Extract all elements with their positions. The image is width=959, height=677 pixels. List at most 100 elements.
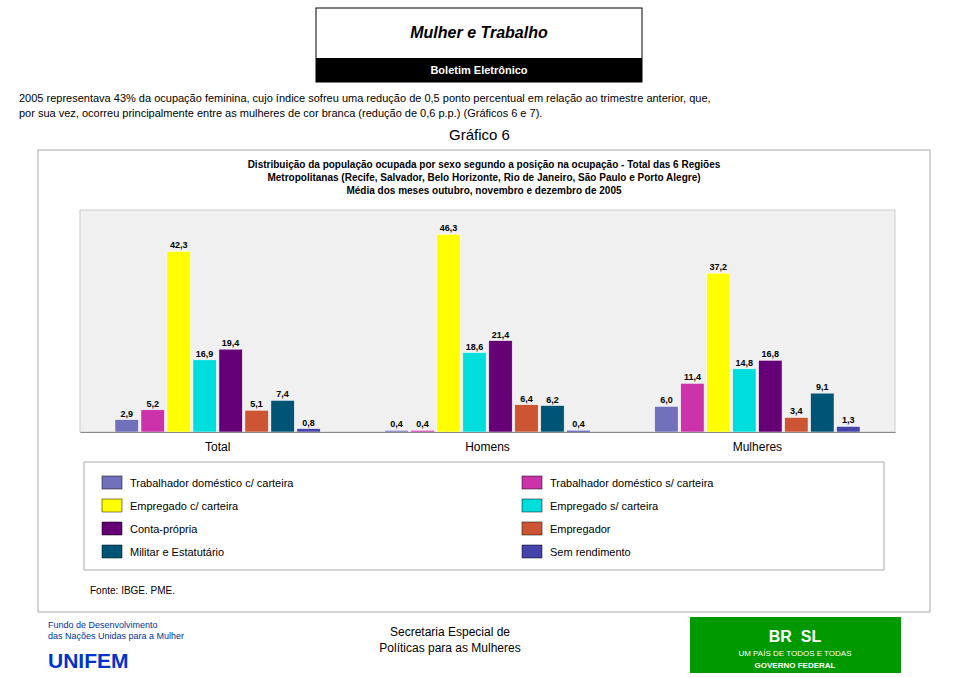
legend-swatch xyxy=(102,545,122,558)
bar xyxy=(655,406,678,432)
footer-logo-text: GOVERNO FEDERAL xyxy=(755,661,836,670)
bar xyxy=(837,426,860,432)
chart-subtitle: Média dos meses outubro, novembro e deze… xyxy=(346,185,622,196)
x-tick: Mulheres xyxy=(733,440,782,454)
bar xyxy=(141,410,164,432)
footer-text: Secretaria Especial de xyxy=(390,625,510,639)
header-subtitle: Boletim Eletrônico xyxy=(430,64,527,76)
data-label: 42,3 xyxy=(170,240,188,250)
data-label: 7,4 xyxy=(276,389,289,399)
chart-subtitle: Metropolitanas (Recife, Salvador, Belo H… xyxy=(267,172,700,183)
bar xyxy=(541,406,564,432)
bar xyxy=(733,369,756,432)
x-tick-label: Total xyxy=(205,440,230,454)
footer-logo-text: UNIFEM xyxy=(48,649,129,672)
chart-title: Gráfico 6 xyxy=(449,126,510,143)
legend-item: Empregado s/ carteira xyxy=(522,499,659,512)
data-label: 0,4 xyxy=(572,419,585,429)
legend-swatch xyxy=(102,522,122,535)
bars xyxy=(115,234,860,432)
data-label: 21,4 xyxy=(492,330,510,340)
bar xyxy=(437,234,460,432)
data-label: 6,0 xyxy=(660,395,673,405)
bar xyxy=(245,410,268,432)
x-tick: Homens xyxy=(465,440,510,454)
paragraph: por sua vez, ocorreu principalmente entr… xyxy=(19,107,542,119)
data-label: 46,3 xyxy=(440,223,458,233)
legend-label: Empregado s/ carteira xyxy=(550,500,659,512)
source-note: Fonte: IBGE. PME. xyxy=(90,585,175,596)
legend-item: Militar e Estatutário xyxy=(102,545,224,558)
data-label: 14,8 xyxy=(736,358,754,368)
legend-item: Empregado c/ carteira xyxy=(102,499,239,512)
data-labels: 2,9 0,4 6,0 5,2 0,4 11,4 42,3 46,3 37,2 16,9 18,6 1… xyxy=(120,223,854,429)
page: Mulher e Trabalho Boletim Eletrônico 2005 … xyxy=(0,0,959,677)
bar xyxy=(385,430,408,432)
data-label: 3,4 xyxy=(790,406,803,416)
data-label: 5,2 xyxy=(146,399,159,409)
footer-text: Políticas para as Mulheres xyxy=(379,641,520,655)
x-tick: Total xyxy=(205,440,230,454)
legend-label: Conta-própria xyxy=(130,523,198,535)
bar xyxy=(193,360,216,432)
data-label: 37,2 xyxy=(710,262,728,272)
data-label: 16,9 xyxy=(196,349,214,359)
chart-box xyxy=(38,150,930,612)
data-label: 2,9 xyxy=(120,409,133,419)
legend-swatch xyxy=(522,545,542,558)
header-box xyxy=(316,8,642,82)
footer-logo-box xyxy=(690,617,901,673)
bar xyxy=(167,251,190,432)
footer-text: Fundo de Desenvolvimento xyxy=(48,620,158,630)
chart-subtitle: Distribuição da população ocupada por se… xyxy=(248,159,721,170)
bar xyxy=(759,360,782,432)
data-label: 5,1 xyxy=(250,399,263,409)
legend-swatch xyxy=(522,499,542,512)
x-tick-label: Homens xyxy=(465,440,510,454)
bar xyxy=(115,420,138,432)
legend-item: Trabalhador doméstico s/ carteira xyxy=(522,476,714,489)
bar xyxy=(489,341,512,432)
legend-label: Empregador xyxy=(550,523,611,535)
legend-swatch xyxy=(522,476,542,489)
header-title: Mulher e Trabalho xyxy=(410,24,548,41)
bar xyxy=(219,349,242,432)
legend-item: Empregador xyxy=(522,522,611,535)
bar xyxy=(411,430,434,432)
data-label: 0,8 xyxy=(302,418,315,428)
legend-swatch xyxy=(102,476,122,489)
legend-label: Sem rendimento xyxy=(550,546,631,558)
legend-label: Militar e Estatutário xyxy=(130,546,224,558)
bar xyxy=(707,273,730,432)
bar xyxy=(811,393,834,432)
bar xyxy=(463,353,486,432)
bar xyxy=(271,400,294,432)
data-label: 6,2 xyxy=(546,395,559,405)
legend-item: Sem rendimento xyxy=(522,545,631,558)
legend-label: Trabalhador doméstico s/ carteira xyxy=(550,477,714,489)
x-axis-line xyxy=(81,432,896,433)
bar xyxy=(681,383,704,432)
data-label: 11,4 xyxy=(684,372,701,382)
bar xyxy=(515,405,538,432)
bar xyxy=(567,430,590,432)
data-label: 19,4 xyxy=(222,338,240,348)
legend-swatch xyxy=(102,499,122,512)
x-axis: Total Homens Mulheres xyxy=(81,433,896,454)
paragraph: 2005 representava 43% da ocupação femini… xyxy=(19,92,711,104)
bar xyxy=(297,429,320,432)
legend-label: Trabalhador doméstico c/ carteira xyxy=(130,477,294,489)
footer-text: das Nações Unidas para a Mulher xyxy=(48,631,184,641)
header-band xyxy=(316,58,642,82)
legend-item: Conta-própria xyxy=(102,522,198,535)
bar xyxy=(785,417,808,432)
legend-box xyxy=(84,462,884,570)
data-label: 9,1 xyxy=(816,382,829,392)
data-label: 18,6 xyxy=(466,342,484,352)
data-label: 1,3 xyxy=(842,415,855,425)
data-label: 16,8 xyxy=(762,349,780,359)
plot-area xyxy=(80,210,895,432)
data-label: 0,4 xyxy=(416,419,429,429)
x-tick-label: Mulheres xyxy=(733,440,782,454)
footer-logo-text: UM PAÍS DE TODOS E TODAS xyxy=(738,649,851,658)
